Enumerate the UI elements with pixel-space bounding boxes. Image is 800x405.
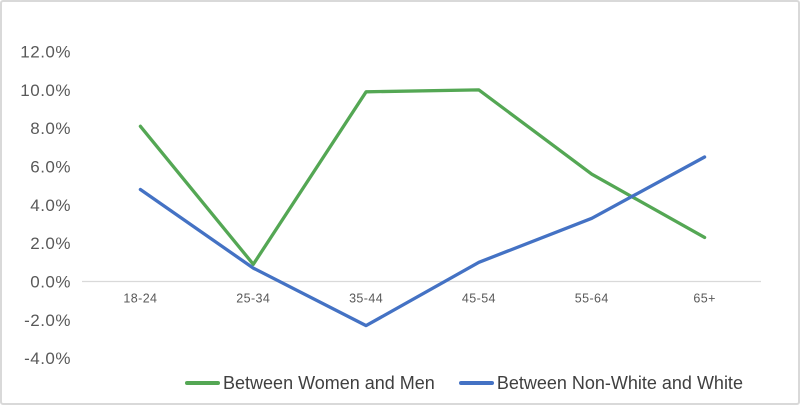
- y-axis-tick-label: 12.0%: [20, 43, 71, 62]
- x-axis-tick-label: 55-64: [575, 291, 609, 305]
- x-axis-tick-label: 45-54: [462, 291, 496, 305]
- y-axis-tick-label: 4.0%: [30, 196, 71, 215]
- x-axis-tick-label: 25-34: [236, 291, 270, 305]
- x-axis-tick-label: 18-24: [123, 291, 157, 305]
- legend-item: Between Women and Men: [185, 373, 435, 394]
- legend-line-swatch: [458, 381, 494, 385]
- y-axis-tick-label: 2.0%: [30, 234, 71, 253]
- y-axis-tick-label: -4.0%: [24, 349, 71, 368]
- series-line-1: [138, 155, 707, 328]
- y-axis-tick-label: 8.0%: [30, 119, 71, 138]
- chart-legend: Between Women and Men Between Non-White a…: [66, 370, 798, 396]
- legend-label: Between Non-White and White: [496, 372, 743, 393]
- legend-item: Between Non-White and White: [458, 372, 743, 394]
- series-line-0: [138, 88, 707, 266]
- y-axis-tick-label: 6.0%: [30, 157, 71, 176]
- y-axis-tick-label: -2.0%: [24, 311, 71, 330]
- legend-line-swatch: [185, 381, 221, 385]
- y-axis-tick-label: 10.0%: [20, 81, 71, 100]
- y-axis-tick-label: 0.0%: [30, 272, 71, 291]
- x-axis-tick-label: 35-44: [349, 291, 383, 305]
- x-axis-tick-label: 65+: [693, 291, 715, 305]
- legend-label: Between Women and Men: [223, 372, 435, 393]
